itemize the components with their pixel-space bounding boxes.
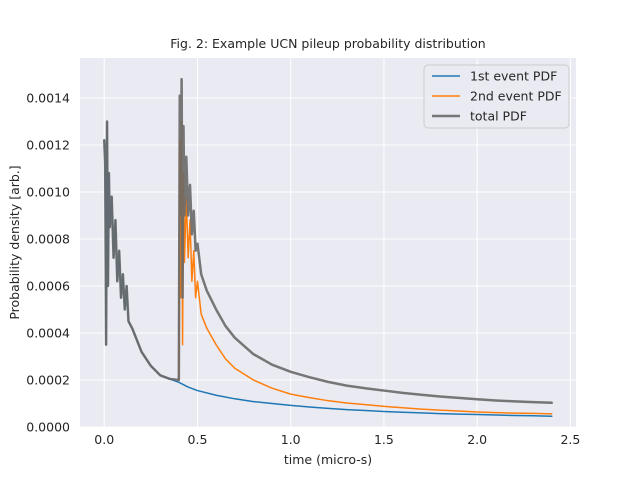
- series-layer: [102, 77, 554, 417]
- series-line-3: [102, 77, 554, 405]
- series-line-2: [178, 120, 553, 415]
- y-tick-label: 0.0006: [26, 278, 70, 293]
- x-tick-label: 2.5: [560, 432, 580, 447]
- y-tick-label: 0.0002: [26, 372, 70, 387]
- legend: 1st event PDF 2nd event PDF total PDF: [423, 64, 570, 129]
- y-tick-label: 0.0010: [26, 184, 70, 199]
- y-tick-label: 0.0008: [26, 231, 70, 246]
- x-tick-label: 2.0: [467, 432, 487, 447]
- y-tick-label: 0.0014: [26, 90, 70, 105]
- legend-box: [423, 64, 570, 129]
- x-axis-label: time (micro-s): [284, 452, 372, 467]
- x-tick-label: 1.5: [374, 432, 394, 447]
- chart-title: Fig. 2: Example UCN pileup probability d…: [170, 36, 485, 51]
- y-tick-label: 0.0012: [26, 137, 70, 152]
- x-tick-label: 0.0: [94, 432, 114, 447]
- legend-label: total PDF: [470, 109, 527, 124]
- legend-label: 2nd event PDF: [470, 89, 562, 104]
- y-axis-label: Probability density [arb.]: [7, 165, 22, 319]
- ticks: 0.0 0.5 1.0 1.5 2.0 2.5 0.0000 0.0002 0.0004 0.00…: [26, 90, 580, 447]
- x-tick-label: 0.5: [188, 432, 208, 447]
- y-tick-label: 0.0000: [26, 420, 70, 435]
- legend-label: 1st event PDF: [470, 69, 557, 84]
- y-tick-label: 0.0004: [26, 325, 70, 340]
- x-tick-label: 1.0: [281, 432, 301, 447]
